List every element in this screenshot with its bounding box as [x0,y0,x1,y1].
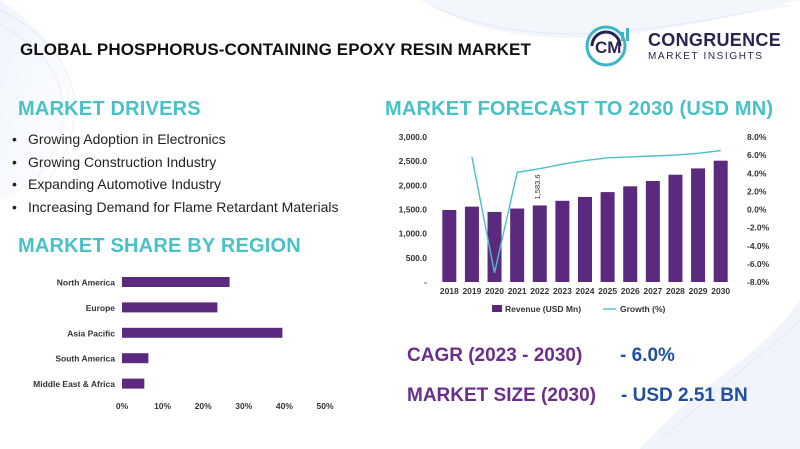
y-left-tick-label: 2,000.0 [399,180,428,190]
revenue-bar [668,174,683,282]
region-bar [122,327,283,338]
revenue-bar [691,168,706,282]
region-label: South America [55,354,115,364]
y-left-tick-label: 1,500.0 [399,205,428,215]
revenue-bar [510,208,525,282]
x-tick-label: 10% [154,401,171,411]
legend-growth-label: Growth (%) [620,304,665,314]
legend-revenue-label: Revenue (USD Mn) [505,304,581,314]
y-left-tick-label: 2,500.0 [399,156,428,166]
revenue-bar [600,192,615,282]
x-tick-label: 40% [276,401,293,411]
region-label: Middle East & Africa [33,379,115,389]
company-logo: CM [585,25,629,67]
cagr-label: CAGR (2023 - 2030) [407,345,583,366]
region-label: North America [57,278,116,288]
revenue-bar [555,200,570,282]
page-title: GLOBAL PHOSPHORUS-CONTAINING EPOXY RESIN… [20,40,531,59]
x-tick-label: 2026 [621,286,640,296]
growth-line [471,149,721,274]
x-tick-label: 2018 [440,286,459,296]
legend-revenue-swatch [492,305,502,312]
x-tick-label: 2030 [711,286,730,296]
x-tick-label: 2020 [485,286,504,296]
x-tick-label: 2029 [689,286,708,296]
logo-name: CONGRUENCE [648,30,782,50]
y-right-tick-label: -8.0% [747,277,770,287]
y-right-tick-label: -4.0% [747,241,770,251]
revenue-bar [578,196,592,282]
y-right-tick-label: -6.0% [747,259,770,269]
x-tick-label: 0% [116,401,129,411]
cagr-value: - 6.0% [620,345,675,366]
region-bar [122,277,230,287]
x-tick-label: 20% [195,401,212,411]
y-right-tick-label: 8.0% [747,132,767,142]
region-bar [122,302,218,313]
x-tick-label: 2024 [576,286,595,296]
driver-item: Growing Adoption in Electronics [12,128,338,151]
market-size-label: MARKET SIZE (2030) [407,385,596,406]
revenue-bar [532,205,547,282]
x-tick-label: 2019 [462,286,481,296]
market-drivers-list: Growing Adoption in Electronics Growing … [12,128,338,218]
y-left-tick-label: - [424,277,427,287]
market-size-value: - USD 2.51 BN [621,385,748,406]
forecast-heading: MARKET FORECAST TO 2030 (USD MN) [385,98,774,120]
svg-text:CM: CM [595,38,621,57]
revenue-bar [487,211,502,282]
x-tick-label: 2023 [553,286,572,296]
data-label: 1,583.6 [533,174,542,199]
y-right-tick-label: 2.0% [747,186,767,196]
region-share-heading: MARKET SHARE BY REGION [18,235,301,257]
x-tick-label: 2025 [598,286,617,296]
y-right-tick-label: -2.0% [747,223,770,233]
region-bar [122,353,149,364]
x-tick-label: 50% [316,401,333,411]
y-right-tick-label: 6.0% [747,150,767,160]
market-drivers-heading: MARKET DRIVERS [18,98,201,120]
x-tick-label: 2028 [666,286,685,296]
forecast-chart: - 500.0 1,000.0 1,500.0 2,000.0 2,500.0 3,000.… [399,132,770,314]
y-right-tick-label: 0.0% [747,205,767,215]
y-right-tick-label: 4.0% [747,168,767,178]
x-tick-label: 30% [235,401,252,411]
revenue-bar [623,186,638,282]
revenue-bar [442,209,457,282]
region-label: Europe [86,303,116,313]
region-share-chart: North America Europe Asia Pacific South Ame… [33,277,334,411]
x-tick-label: 2022 [530,286,549,296]
region-label: Asia Pacific [67,328,115,338]
y-left-tick-label: 500.0 [406,253,428,263]
logo-subtitle: MARKET INSIGHTS [648,51,764,62]
driver-item: Expanding Automotive Industry [12,173,338,196]
driver-item: Growing Construction Industry [12,151,338,174]
region-bar [122,378,145,389]
y-left-tick-label: 3,000.0 [399,132,428,142]
driver-item: Increasing Demand for Flame Retardant Ma… [12,196,338,219]
x-tick-label: 2021 [508,286,527,296]
revenue-bar [464,206,479,282]
revenue-bar [713,160,728,282]
x-tick-label: 2027 [643,286,662,296]
revenue-bar [645,180,660,282]
y-left-tick-label: 1,000.0 [399,229,428,239]
